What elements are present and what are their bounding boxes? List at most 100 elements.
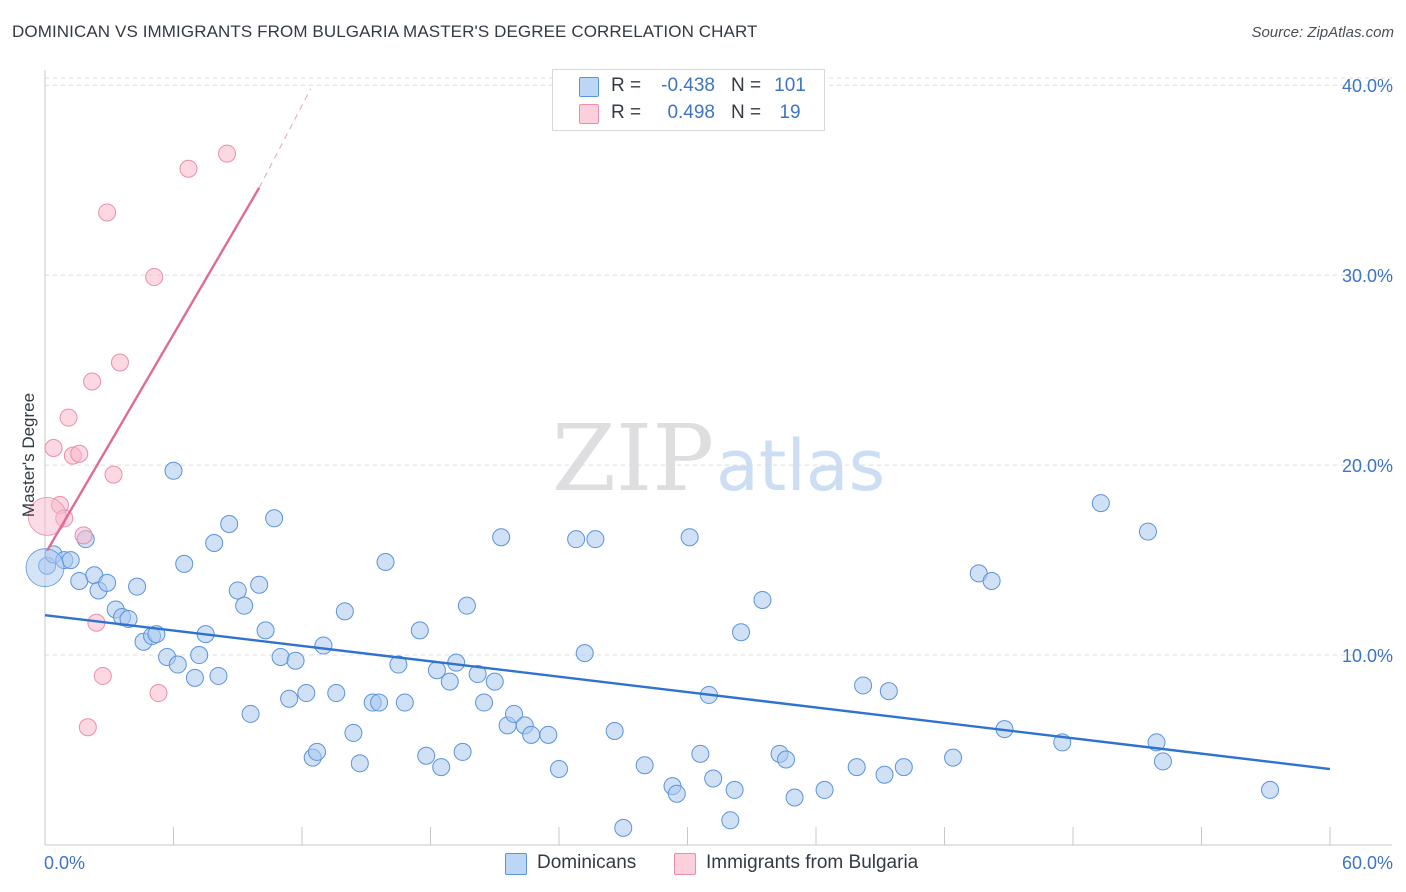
watermark: ZIP atlas <box>552 405 885 512</box>
dominican-point <box>667 784 686 803</box>
dominican-point <box>61 551 80 570</box>
dominican-point <box>98 573 117 592</box>
dominican-trend-line <box>44 613 1331 771</box>
dominican-point <box>1138 522 1157 541</box>
dominican-point <box>314 636 333 655</box>
dominican-point <box>168 655 187 674</box>
axes <box>44 70 1392 846</box>
dominican-point <box>485 672 504 691</box>
bulgaria-point <box>93 666 112 685</box>
dominican-point <box>680 528 699 547</box>
legend-r-value: -0.438 <box>661 75 715 96</box>
dominican-point <box>220 514 239 533</box>
bulgaria-trend-line-extension <box>258 88 312 189</box>
stats-legend: R = -0.438 N = 101 R = 0.498 N = 19 <box>552 69 825 131</box>
y-tick-label: 20.0% <box>1342 456 1393 476</box>
dominican-point <box>614 818 633 837</box>
dominican-point <box>250 575 269 594</box>
dominican-point <box>265 509 284 528</box>
bottom-legend-label: Dominicans <box>537 852 637 873</box>
dominican-point <box>605 722 624 741</box>
legend-n-label: N = <box>731 102 762 123</box>
legend-n-value: 101 <box>774 75 806 96</box>
dominican-point <box>550 760 568 779</box>
dominican-point <box>732 623 751 642</box>
dominican-point <box>209 666 228 685</box>
dominican-point <box>982 571 1001 590</box>
dominican-point <box>70 571 89 590</box>
dominican-point <box>704 769 723 788</box>
watermark-atlas: atlas <box>716 425 885 507</box>
grid <box>45 77 1392 656</box>
dominican-point <box>586 530 605 549</box>
dominican-point <box>417 746 436 765</box>
dominican-point <box>286 651 305 670</box>
dominican-point <box>175 554 194 573</box>
dominican-point <box>335 602 354 621</box>
dominican-point <box>256 621 275 640</box>
dominican-point <box>815 780 834 799</box>
bulgaria-point <box>179 159 198 178</box>
dominican-point <box>457 596 476 615</box>
dominican-point <box>453 742 472 761</box>
dominican-point <box>128 577 147 596</box>
dominican-point <box>567 530 586 549</box>
bulgaria-point <box>145 268 164 287</box>
legend-swatch-bulgaria <box>579 104 599 124</box>
legend-row-dominicans: R = -0.438 N = 101 <box>553 74 824 100</box>
bulgaria-point <box>83 372 102 391</box>
dominican-point <box>1153 752 1172 771</box>
watermark-zip: ZIP <box>552 405 714 512</box>
dominican-point <box>777 750 796 769</box>
legend-n-value: 19 <box>779 102 801 123</box>
tick-labels: 10.0% 20.0% 30.0% 40.0% 0.0% 60.0% <box>44 76 1393 873</box>
dominican-point <box>725 780 744 799</box>
dominican-point <box>271 647 290 666</box>
dominican-point <box>235 596 254 615</box>
dominican-point <box>879 682 898 701</box>
dominican-point <box>721 811 740 830</box>
dominican-point <box>190 646 209 665</box>
dominican-point <box>327 684 346 703</box>
trend-lines <box>44 88 1331 771</box>
dominican-point <box>440 672 459 691</box>
dominican-point <box>539 725 558 744</box>
dominican-point <box>944 748 963 767</box>
dominican-point <box>854 676 873 695</box>
dominican-point <box>505 704 524 723</box>
bottom-legend-label: Immigrants from Bulgaria <box>706 852 919 873</box>
bulgaria-point <box>70 444 89 463</box>
legend-n-label: N = <box>731 75 762 96</box>
dominican-point <box>395 693 414 712</box>
dominican-point <box>205 533 224 552</box>
dominican-point <box>241 704 260 723</box>
legend-swatch-dominicans <box>579 77 599 97</box>
dominican-point <box>376 552 395 571</box>
dominican-point <box>1091 494 1110 513</box>
dominican-point <box>785 788 804 807</box>
dominican-point <box>432 758 451 777</box>
dominican-point <box>280 689 299 708</box>
bulgaria-point <box>44 439 63 458</box>
legend-r-label: R = <box>611 75 642 96</box>
dominican-point <box>228 581 247 600</box>
y-tick-label: 30.0% <box>1342 266 1393 286</box>
source-label: Source: ZipAtlas.com <box>1251 24 1394 41</box>
dominican-point <box>185 668 204 687</box>
y-tick-label: 10.0% <box>1342 646 1393 666</box>
dominican-point <box>297 684 316 703</box>
dominican-point <box>894 758 913 777</box>
bulgaria-point <box>104 465 123 484</box>
dominican-point <box>492 528 511 547</box>
x-tick-label: 0.0% <box>44 853 85 873</box>
y-axis-label: Master's Degree <box>19 393 38 517</box>
dominican-point <box>475 693 494 712</box>
dominican-point <box>307 742 326 761</box>
dominican-point <box>875 765 894 784</box>
bulgaria-point <box>98 203 117 222</box>
dominican-point <box>389 655 408 674</box>
bulgaria-point <box>149 684 168 703</box>
chart-title: DOMINICAN VS IMMIGRANTS FROM BULGARIA MA… <box>12 22 758 41</box>
bulgaria-trend-line <box>46 187 261 552</box>
